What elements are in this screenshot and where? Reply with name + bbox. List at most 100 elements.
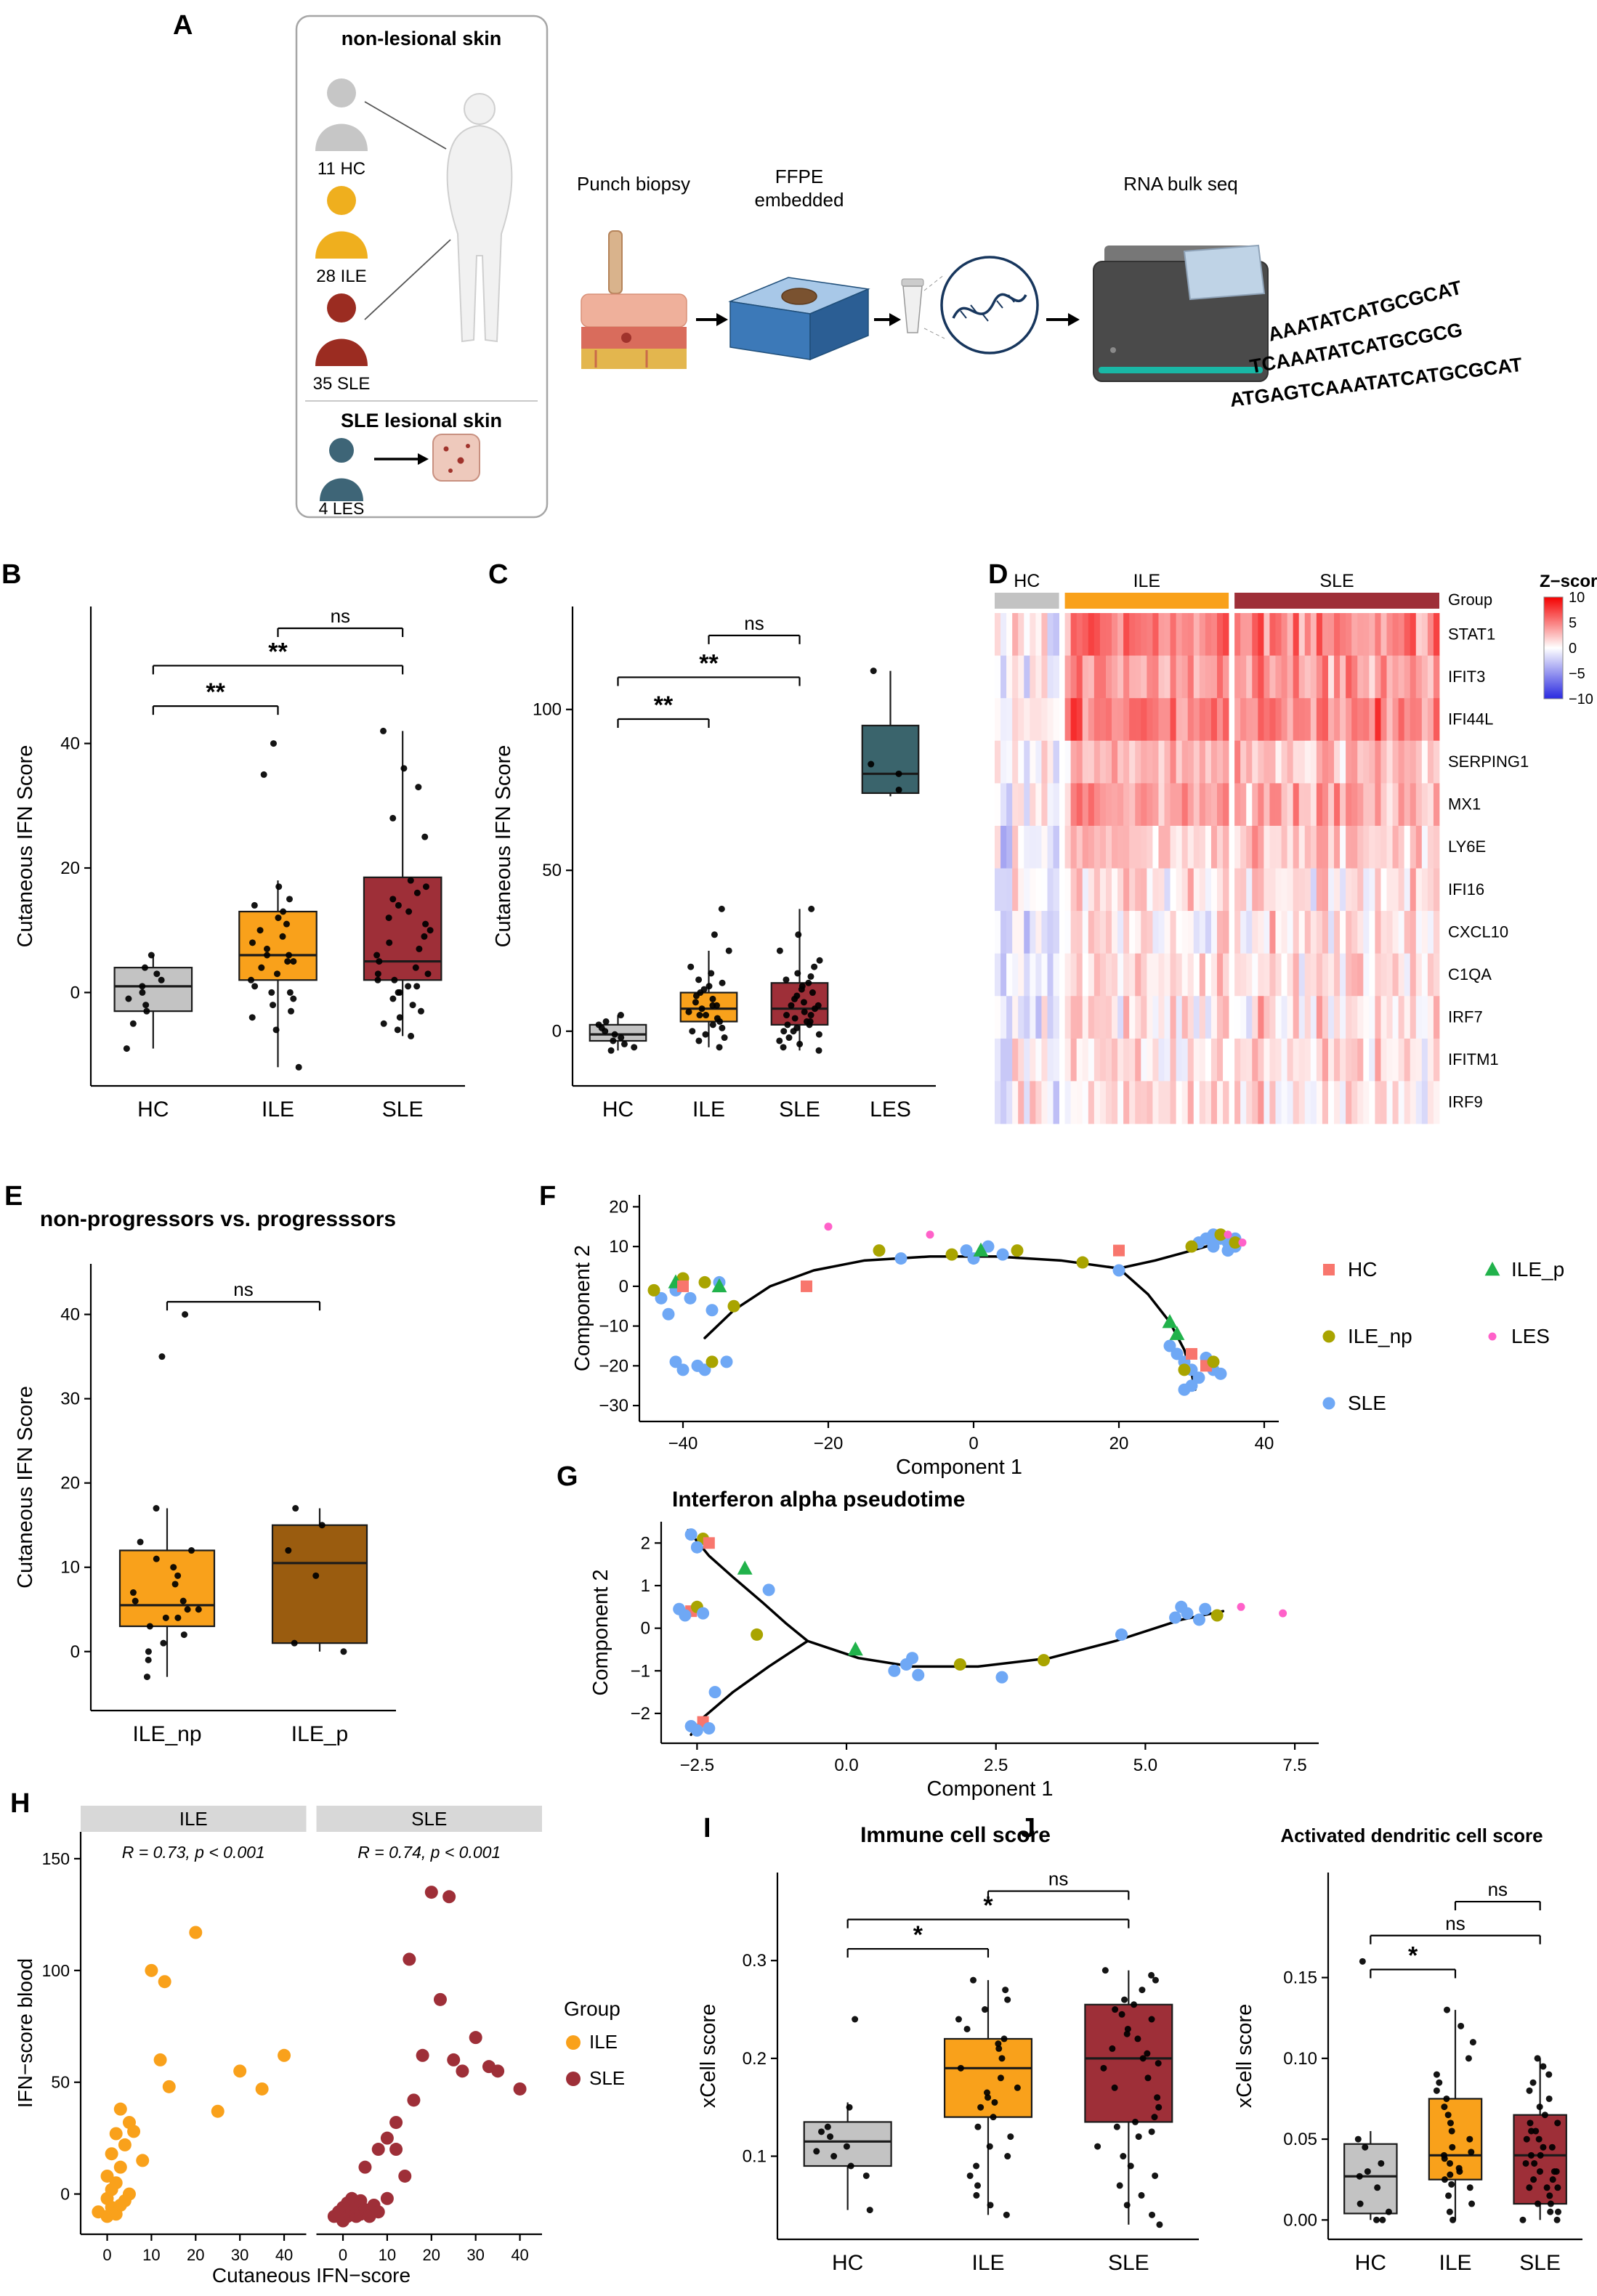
heatmap-cells bbox=[995, 613, 1440, 1124]
step-rna-seq-label: RNA bulk seq bbox=[1123, 173, 1238, 195]
axes: −30 −20 −10 0 10 20 −40 −20 0 20 40 Component 1 Comp… bbox=[571, 1195, 1279, 1479]
axes: 0.00 0.05 0.10 0.15 xCell score bbox=[1233, 1873, 1582, 2241]
svg-text:IFN−score blood: IFN−score blood bbox=[14, 1958, 36, 2108]
svg-text:*: * bbox=[983, 1892, 993, 1920]
immune-cell-score-boxplot: 0.1 0.2 0.3 xCell score Immune cell score HC I… bbox=[697, 1823, 1199, 2275]
svg-text:40: 40 bbox=[1255, 1434, 1274, 1453]
svg-text:100: 100 bbox=[42, 1961, 70, 1980]
svg-text:HC: HC bbox=[1014, 571, 1040, 591]
pseudotime-trajectory-plot: −30 −20 −10 0 10 20 −40 −20 0 20 40 Component 1 Comp… bbox=[571, 1195, 1564, 1479]
box-group-ile: ILE bbox=[679, 905, 738, 1121]
svg-text:30: 30 bbox=[60, 1390, 80, 1409]
person-body-ile bbox=[315, 231, 368, 259]
svg-text:IRF9: IRF9 bbox=[1448, 1093, 1483, 1111]
legend: HC ILE_np SLE ILE_p LES bbox=[1322, 1258, 1564, 1414]
box-group-sle: SLE bbox=[1513, 2055, 1567, 2275]
svg-text:0: 0 bbox=[60, 2185, 70, 2204]
box-group-sle: SLE bbox=[363, 727, 442, 1121]
box-group-ile_np: ILE_np bbox=[118, 1311, 216, 1746]
svg-text:Component 1: Component 1 bbox=[926, 1777, 1053, 1801]
person-body-sle bbox=[315, 338, 368, 366]
svg-text:0.15: 0.15 bbox=[1283, 1968, 1317, 1988]
svg-text:SLE: SLE bbox=[411, 1808, 447, 1830]
svg-text:STAT1: STAT1 bbox=[1448, 625, 1495, 643]
svg-text:10: 10 bbox=[1569, 590, 1585, 606]
svg-text:C1QA: C1QA bbox=[1448, 965, 1492, 983]
row-labels: Group STAT1 IFIT3 IFI44L SERPING1 MX1 LY6E IFI1… bbox=[1448, 591, 1529, 1111]
svg-text:150: 150 bbox=[42, 1849, 70, 1868]
svg-text:Cutaneous IFN Score: Cutaneous IFN Score bbox=[14, 745, 37, 948]
svg-text:0.00: 0.00 bbox=[1283, 2210, 1317, 2230]
box-group-ile: ILE bbox=[1428, 2006, 1483, 2275]
svg-text:0: 0 bbox=[70, 983, 80, 1002]
chart-title: Interferon alpha pseudotime bbox=[672, 1488, 965, 1512]
svg-text:IRF7: IRF7 bbox=[1448, 1008, 1483, 1026]
svg-text:0.1: 0.1 bbox=[743, 2147, 767, 2167]
svg-text:0: 0 bbox=[70, 1642, 80, 1662]
svg-text:10: 10 bbox=[142, 2246, 160, 2264]
svg-text:5.0: 5.0 bbox=[1133, 1756, 1157, 1775]
svg-text:*: * bbox=[1408, 1942, 1418, 1969]
svg-text:10: 10 bbox=[60, 1558, 80, 1578]
svg-text:R = 0.74, p < 0.001: R = 0.74, p < 0.001 bbox=[357, 1843, 501, 1862]
svg-text:HC: HC bbox=[1355, 2251, 1386, 2275]
svg-text:0.05: 0.05 bbox=[1283, 2130, 1317, 2149]
box-group-sle: SLE bbox=[1084, 1967, 1173, 2275]
sequencer-icon bbox=[1093, 244, 1269, 382]
person-body-hc bbox=[315, 123, 368, 151]
arrow-3-icon bbox=[1046, 313, 1080, 326]
svg-text:HC: HC bbox=[137, 1098, 169, 1121]
svg-text:SLE: SLE bbox=[382, 1098, 424, 1121]
svg-text:20: 20 bbox=[423, 2246, 440, 2264]
svg-text:ns: ns bbox=[1048, 1868, 1068, 1890]
step-punch-biopsy-label: Punch biopsy bbox=[577, 173, 690, 195]
svg-text:50: 50 bbox=[542, 861, 562, 880]
svg-text:LES: LES bbox=[870, 1098, 911, 1121]
progressor-boxplot: 0 10 20 30 40 Cutaneous IFN Score non-progress… bbox=[14, 1207, 396, 1746]
rna-magnifier-icon bbox=[940, 256, 1039, 354]
axes: 0 20 40 Cutaneous IFN Score bbox=[14, 607, 465, 1087]
svg-text:ILE_np: ILE_np bbox=[132, 1722, 201, 1746]
svg-text:SLE: SLE bbox=[1319, 571, 1354, 591]
svg-text:0: 0 bbox=[339, 2246, 347, 2264]
group-bars: HC ILE SLE bbox=[995, 571, 1439, 609]
svg-text:50: 50 bbox=[51, 2073, 70, 2092]
svg-text:SERPING1: SERPING1 bbox=[1448, 753, 1529, 771]
data-points bbox=[673, 1528, 1287, 1737]
svg-text:2.5: 2.5 bbox=[984, 1756, 1008, 1775]
punch-biopsy-icon bbox=[581, 230, 687, 369]
svg-text:Component 2: Component 2 bbox=[571, 1245, 594, 1371]
svg-text:xCell score: xCell score bbox=[1233, 2004, 1256, 2108]
lesional-title: SLE lesional skin bbox=[341, 410, 502, 431]
person-icon-les bbox=[320, 438, 363, 501]
pointer-line-sle bbox=[364, 239, 451, 320]
svg-text:xCell score: xCell score bbox=[697, 2004, 720, 2108]
svg-text:0: 0 bbox=[969, 1434, 978, 1453]
svg-text:−10: −10 bbox=[1569, 691, 1593, 707]
panel-a-workflow-diagram: non-lesional skin 11 HC 28 ILE 35 SLE SL… bbox=[295, 15, 1524, 519]
svg-text:ILE_p: ILE_p bbox=[291, 1722, 348, 1746]
svg-text:0: 0 bbox=[619, 1277, 628, 1297]
svg-text:ILE: ILE bbox=[179, 1808, 208, 1830]
svg-text:−1: −1 bbox=[631, 1661, 650, 1681]
svg-text:ILE: ILE bbox=[971, 2251, 1004, 2275]
svg-text:5: 5 bbox=[1569, 615, 1577, 631]
significance-brackets: ** ** ns bbox=[617, 612, 801, 729]
axes: 0 50 100 Cutaneous IFN Score bbox=[492, 607, 936, 1087]
box-group-ile: ILE bbox=[238, 740, 318, 1121]
box-group-les: LES bbox=[861, 668, 920, 1121]
svg-text:−20: −20 bbox=[599, 1356, 628, 1376]
svg-text:IFI16: IFI16 bbox=[1448, 880, 1484, 898]
panel-label-a: A bbox=[173, 10, 193, 41]
svg-text:HC: HC bbox=[602, 1098, 634, 1121]
svg-text:Activated dendritic cell score: Activated dendritic cell score bbox=[1280, 1825, 1543, 1846]
svg-text:ns: ns bbox=[233, 1278, 253, 1300]
axes: 0 10 20 30 40 Cutaneous IFN Score bbox=[14, 1264, 396, 1712]
svg-text:*: * bbox=[913, 1921, 923, 1949]
svg-text:0: 0 bbox=[1569, 641, 1577, 657]
axes: −2 −1 0 1 2 −2.5 0.0 2.5 5.0 7.5 Component 1 Compon… bbox=[589, 1522, 1319, 1801]
box-group-hc: HC bbox=[1343, 1958, 1398, 2275]
person-icon-ile bbox=[315, 186, 368, 259]
svg-text:−30: −30 bbox=[599, 1396, 628, 1416]
